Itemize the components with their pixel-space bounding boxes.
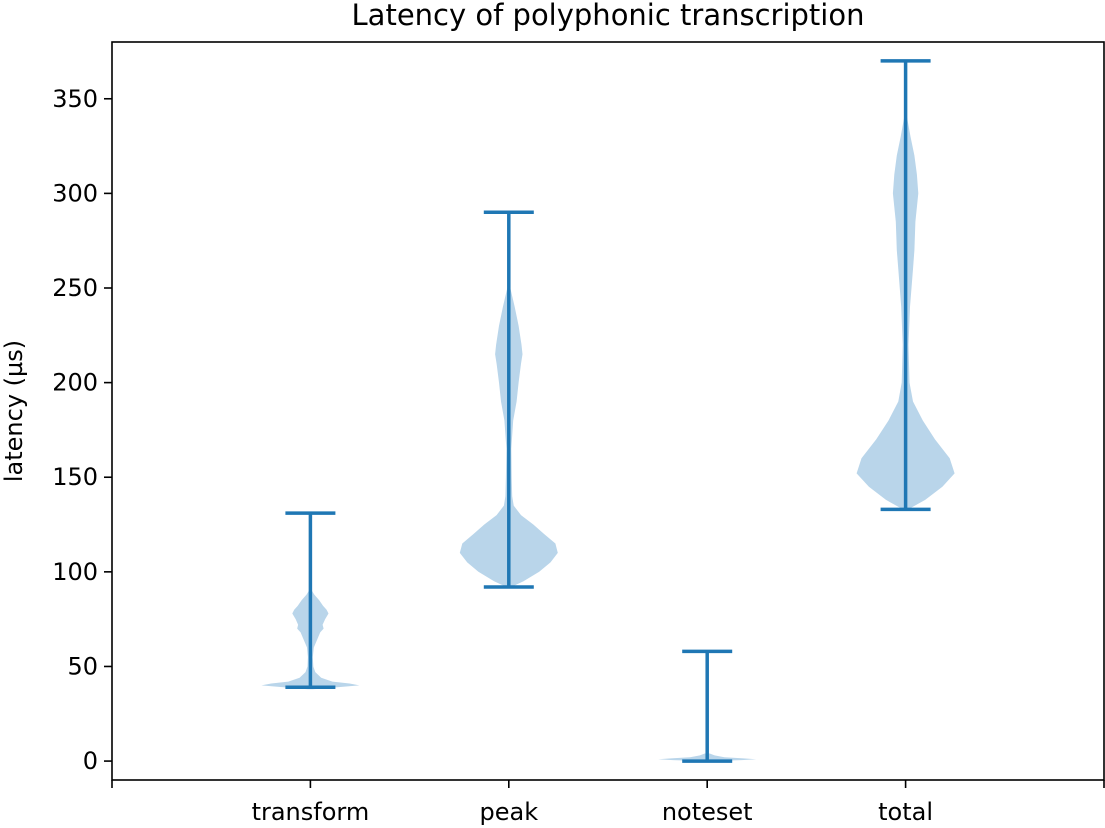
y-tick-label: 250: [52, 274, 98, 302]
y-tick-label: 350: [52, 85, 98, 113]
x-tick-label-noteset: noteset: [662, 798, 753, 826]
y-tick-label: 300: [52, 179, 98, 207]
x-tick-label-peak: peak: [479, 798, 538, 826]
y-tick-label: 0: [83, 747, 98, 775]
y-axis-ticks: 0 50 100 150 200 250 300 350: [52, 85, 112, 775]
chart-title: Latency of polyphonic transcription: [352, 0, 865, 32]
y-axis-label: latency (µs): [0, 340, 28, 482]
y-tick-label: 100: [52, 558, 98, 586]
y-tick-label: 150: [52, 463, 98, 491]
y-tick-label: 200: [52, 369, 98, 397]
y-tick-label: 50: [67, 652, 98, 680]
x-tick-label-transform: transform: [252, 798, 370, 826]
violins-group: [261, 59, 955, 763]
x-tick-label-total: total: [878, 798, 933, 826]
plot-frame: [111, 41, 1105, 781]
x-axis-ticks: transform peak noteset total: [111, 780, 1105, 826]
